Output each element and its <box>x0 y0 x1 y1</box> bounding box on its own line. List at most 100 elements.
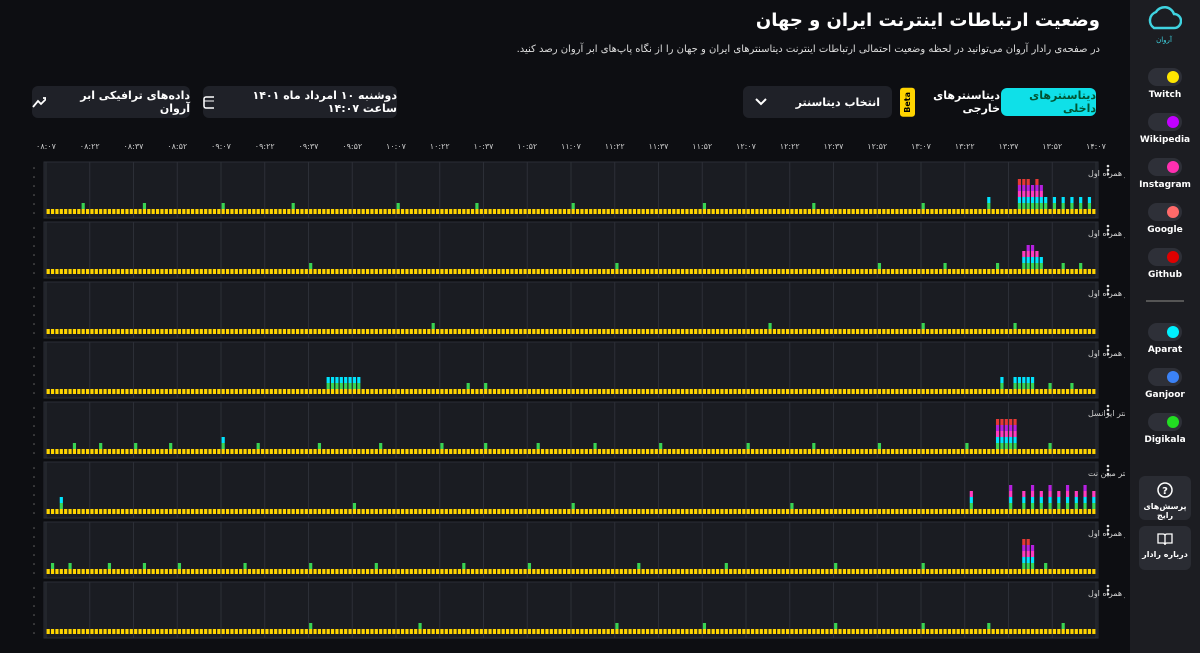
base-bar <box>405 569 409 574</box>
base-bar <box>1070 569 1074 574</box>
base-bar <box>77 329 81 334</box>
base-bar <box>969 569 973 574</box>
toggle-pill <box>1148 158 1182 176</box>
service-toggle[interactable]: Digikala <box>1130 413 1200 445</box>
base-bar <box>1092 269 1096 274</box>
base-bar <box>667 389 672 394</box>
base-bar <box>877 269 882 274</box>
base-bar <box>396 569 400 574</box>
base-bar <box>873 569 877 574</box>
spike-segment <box>99 443 103 449</box>
base-bar <box>256 629 260 634</box>
base-bar <box>348 269 352 274</box>
base-bar <box>488 389 492 394</box>
base-bar <box>820 449 825 454</box>
service-toggle[interactable]: Twitch <box>1130 68 1200 100</box>
service-toggle[interactable]: Instagram <box>1130 158 1200 190</box>
base-bar <box>94 569 98 574</box>
base-bar <box>659 449 663 454</box>
base-bar <box>365 269 370 274</box>
base-bar <box>1026 209 1030 214</box>
about-button[interactable]: درباره رادار <box>1139 526 1191 570</box>
base-bar <box>545 629 549 634</box>
base-bar <box>383 449 387 454</box>
service-toggle[interactable]: Aparat <box>1130 323 1200 355</box>
base-bar <box>505 389 510 394</box>
base-bar <box>785 629 790 634</box>
base-bar <box>99 569 103 574</box>
internal-tab[interactable]: دیتاسنترهای داخلی <box>1001 88 1096 116</box>
base-bar <box>138 449 142 454</box>
base-bar <box>995 329 1000 334</box>
base-bar <box>116 569 120 574</box>
base-bar <box>982 509 987 514</box>
base-bar <box>1013 629 1017 634</box>
base-bar <box>278 269 282 274</box>
base-bar <box>540 449 545 454</box>
base-bar <box>672 629 676 634</box>
base-bar <box>466 449 470 454</box>
base-bar <box>812 329 816 334</box>
base-bar <box>221 329 225 334</box>
base-bar <box>505 449 510 454</box>
base-bar <box>882 269 886 274</box>
traffic-button[interactable]: داده‌های ترافیکی ابر آروان <box>32 86 190 118</box>
base-bar <box>505 569 510 574</box>
base-bar <box>1057 389 1061 394</box>
base-bar <box>252 569 256 574</box>
base-bar <box>527 329 532 334</box>
service-toggle[interactable]: Ganjoor <box>1130 368 1200 400</box>
base-bar <box>685 269 689 274</box>
external-tab[interactable]: دیتاسنترهای خارجی Beta <box>900 86 1000 118</box>
service-toggle[interactable]: Wikipedia <box>1130 113 1200 145</box>
base-bar <box>274 389 278 394</box>
service-toggle[interactable]: Github <box>1130 248 1200 280</box>
base-bar <box>260 629 265 634</box>
base-bar <box>99 509 103 514</box>
base-bar <box>470 449 475 454</box>
base-bar <box>702 209 707 214</box>
base-bar <box>641 629 645 634</box>
base-bar <box>597 269 602 274</box>
datacenter-select[interactable]: انتخاب دیتاسنتر <box>743 86 892 118</box>
spike-segment <box>615 263 619 269</box>
base-bar <box>864 629 868 634</box>
spike-segment <box>1070 203 1074 209</box>
base-bar <box>134 269 138 274</box>
base-bar <box>85 389 90 394</box>
date-button[interactable]: دوشنبه ۱۰ امرداد ماه ۱۴۰۱ ساعت ۱۴:۰۷ <box>203 86 397 118</box>
spike-segment <box>1061 263 1065 269</box>
base-bar <box>142 389 147 394</box>
base-bar <box>1013 389 1017 394</box>
base-bar <box>94 329 98 334</box>
base-bar <box>208 569 212 574</box>
base-bar <box>247 209 252 214</box>
faq-button[interactable]: ? پرسش‌های رایج <box>1139 476 1191 520</box>
base-bar <box>400 329 405 334</box>
base-bar <box>1065 629 1070 634</box>
base-bar <box>934 569 938 574</box>
base-bar <box>1030 209 1035 214</box>
base-bar <box>724 509 728 514</box>
base-bar <box>794 629 798 634</box>
base-bar <box>715 569 720 574</box>
base-bar <box>895 509 899 514</box>
axis-dot <box>33 347 35 349</box>
base-bar <box>549 509 553 514</box>
base-bar <box>847 449 851 454</box>
base-bar <box>737 509 742 514</box>
base-bar <box>55 269 59 274</box>
service-toggle[interactable]: Google <box>1130 203 1200 235</box>
axis-dot <box>33 287 35 289</box>
time-label: ۱۲:۵۲ <box>867 142 887 151</box>
base-bar <box>50 209 55 214</box>
base-bar <box>597 389 602 394</box>
base-bar <box>164 569 168 574</box>
base-bar <box>322 629 326 634</box>
base-bar <box>77 269 81 274</box>
base-bar <box>365 389 370 394</box>
base-bar <box>724 389 728 394</box>
spike-segment <box>1026 545 1030 551</box>
base-bar <box>812 449 816 454</box>
base-bar <box>1026 389 1030 394</box>
